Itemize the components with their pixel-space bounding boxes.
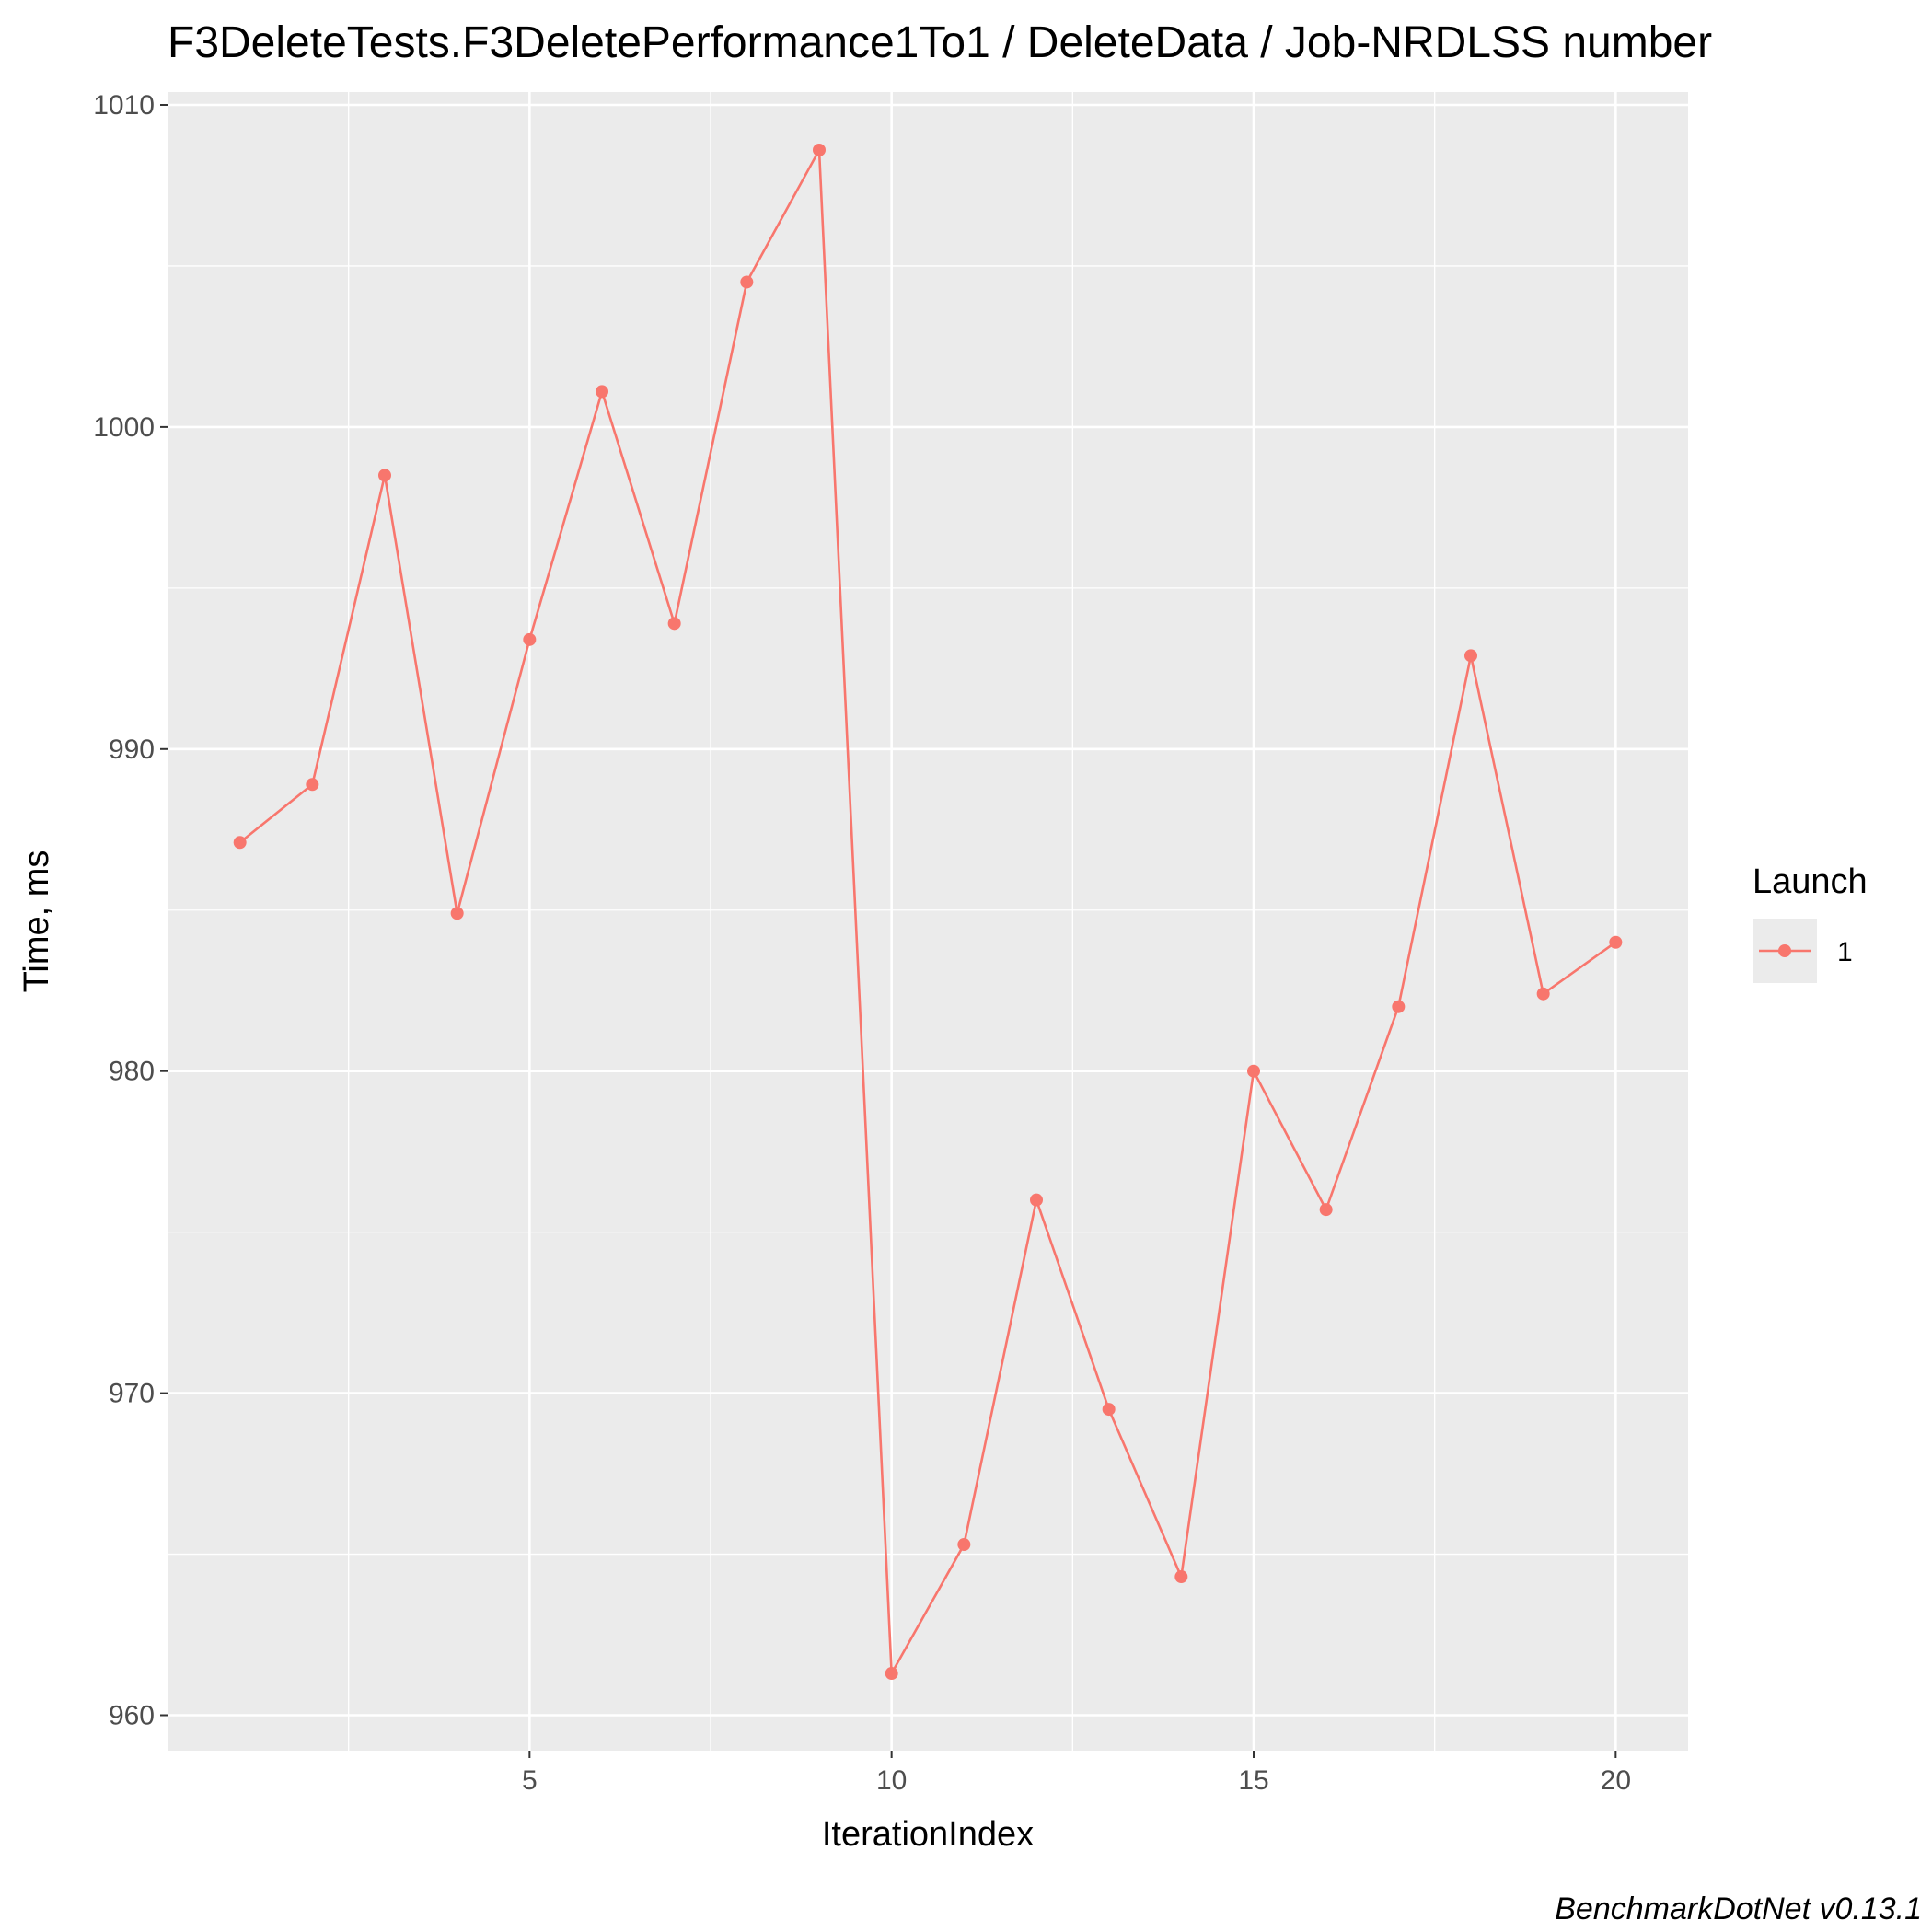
- legend-label: 1: [1837, 937, 1853, 967]
- data-point: [1464, 649, 1477, 663]
- data-point: [1392, 1000, 1406, 1013]
- y-tick-label: 1010: [93, 90, 155, 121]
- data-point: [523, 632, 537, 646]
- y-tick-label: 1000: [93, 412, 155, 443]
- legend: Launch 1: [1753, 862, 1868, 983]
- y-tick-label: 990: [109, 735, 155, 765]
- data-point: [1536, 987, 1550, 1001]
- series-layer: [233, 143, 1623, 1681]
- data-point: [1030, 1193, 1043, 1207]
- data-point: [1247, 1064, 1260, 1078]
- x-tick-label: 15: [1238, 1765, 1268, 1796]
- data-point: [1609, 935, 1623, 949]
- data-point: [957, 1538, 971, 1552]
- chart-caption: BenchmarkDotNet v0.13.1: [1555, 1892, 1922, 1926]
- chart-title: F3DeleteTests.F3DeletePerformance1To1 / …: [168, 18, 1712, 67]
- x-tick-label: 10: [876, 1765, 907, 1796]
- data-point: [885, 1667, 898, 1681]
- data-point: [233, 836, 247, 850]
- x-axis-label: IterationIndex: [822, 1815, 1034, 1854]
- x-axis: 5 10 15 20: [522, 1751, 1631, 1796]
- major-gridlines: [168, 92, 1688, 1751]
- data-point: [1102, 1403, 1116, 1417]
- data-point: [596, 385, 608, 399]
- y-tick-label: 980: [109, 1057, 155, 1087]
- data-point: [1319, 1203, 1333, 1217]
- x-tick-label: 20: [1601, 1765, 1631, 1796]
- plot-panel: [168, 92, 1688, 1751]
- data-point: [740, 275, 754, 289]
- legend-title: Launch: [1753, 862, 1868, 901]
- data-point: [306, 778, 319, 792]
- y-axis-label: Time, ms: [17, 850, 56, 993]
- series-line: [238, 148, 1617, 1675]
- x-tick-label: 5: [522, 1765, 538, 1796]
- data-point: [1174, 1570, 1188, 1584]
- minor-gridlines: [168, 92, 1688, 1751]
- data-point: [378, 469, 391, 482]
- data-point: [813, 143, 826, 156]
- data-point: [667, 617, 681, 631]
- legend-key-point: [1778, 944, 1791, 957]
- data-point: [450, 907, 464, 920]
- y-axis: 960 970 980 990 1000 1010: [93, 90, 168, 1731]
- y-tick-label: 970: [109, 1379, 155, 1409]
- y-tick-label: 960: [109, 1701, 155, 1731]
